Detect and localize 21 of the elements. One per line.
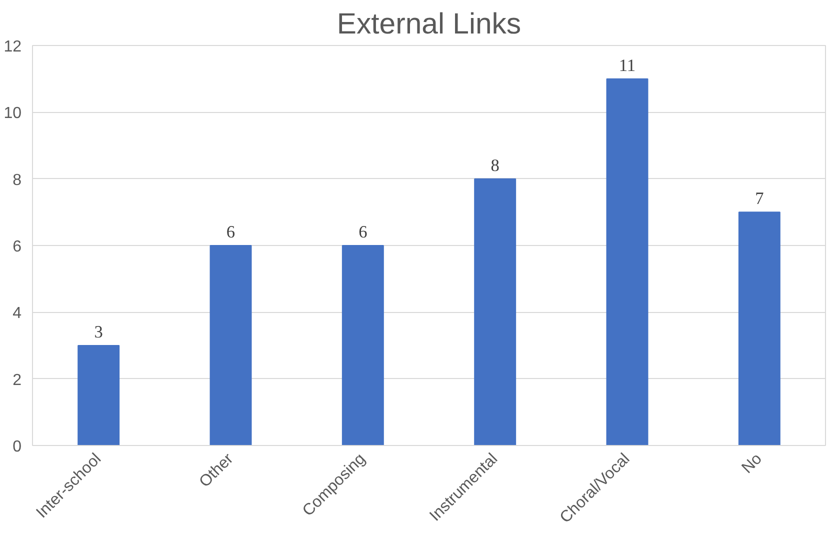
bar [474,178,516,446]
data-label: 6 [226,222,236,242]
data-label: 8 [490,156,500,175]
y-tick-label: 8 [12,172,22,189]
y-tick-label: 4 [12,305,22,322]
x-tick-label: No [738,450,766,477]
y-tick-label: 2 [12,372,22,389]
y-tick-label: 12 [4,38,22,56]
data-label: 11 [618,56,636,75]
bar [342,245,384,446]
bar [738,212,780,446]
data-label: 3 [94,322,103,342]
data-label: 6 [358,222,368,242]
bar [210,245,252,446]
y-tick-label: 6 [12,238,22,256]
chart-title: External Links [336,8,522,40]
y-tick-label: 0 [12,438,22,456]
bar [78,345,120,446]
y-tick-label: 10 [4,105,22,122]
data-label: 7 [755,189,764,208]
bar [606,78,648,446]
